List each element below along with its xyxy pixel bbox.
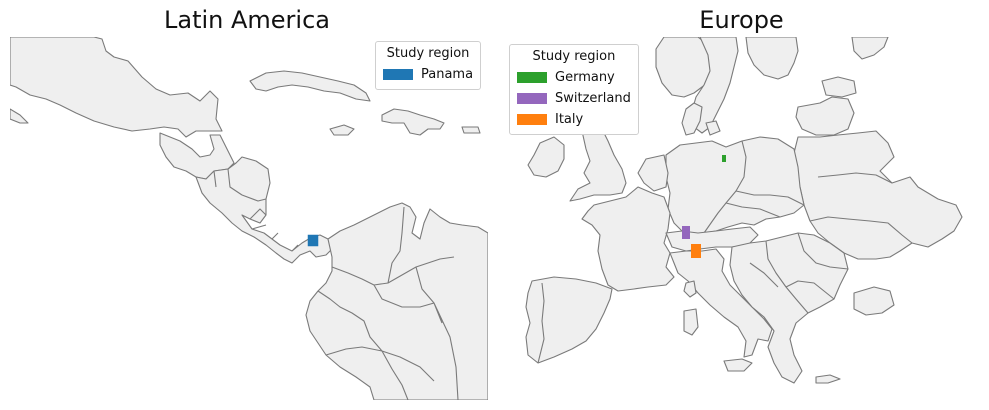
landmass-sicily xyxy=(723,358,753,372)
landmass-balkans xyxy=(729,232,849,384)
legend-latin-america: Study region Panama xyxy=(375,41,482,90)
landmass-great-britain xyxy=(569,122,627,202)
legend-swatch-panama xyxy=(383,69,413,80)
legend-title: Study region xyxy=(386,46,470,61)
country-borders-south-america xyxy=(317,206,459,400)
landmass-iberia xyxy=(525,276,613,364)
landmass-corsica xyxy=(683,280,697,298)
legend-label-germany: Germany xyxy=(555,70,615,85)
landmass-denmark xyxy=(681,102,721,136)
legend-swatch-germany xyxy=(517,72,547,83)
legend-entry-italy: Italy xyxy=(517,109,631,130)
landmass-france xyxy=(581,186,675,292)
map-panel-europe: Europe xyxy=(494,0,989,410)
study-region-switzerland xyxy=(682,226,690,239)
landmass-hispaniola xyxy=(381,108,445,136)
panel-title: Europe xyxy=(699,6,784,34)
legend-entry-panama: Panama xyxy=(383,64,473,85)
landmass-central-europe xyxy=(665,136,805,234)
map-latin-america-svg xyxy=(10,37,488,400)
map-europe-svg xyxy=(525,37,963,384)
landmass-puerto-rico xyxy=(461,126,481,134)
country-borders-central-america xyxy=(213,168,299,252)
study-region-italy xyxy=(691,244,701,258)
landmass-benelux xyxy=(637,154,669,192)
country-borders-balkans xyxy=(749,232,849,314)
legend-label-panama: Panama xyxy=(421,67,474,82)
landmass-finland xyxy=(745,37,799,80)
map-europe xyxy=(498,37,978,400)
landmass-sweden xyxy=(691,37,739,134)
legend-europe: Study region Germany Switzerland Italy xyxy=(509,44,639,135)
study-region-panama xyxy=(307,234,319,247)
legend-label-italy: Italy xyxy=(555,112,584,127)
panel-title: Latin America xyxy=(164,6,330,34)
country-borders-eastern-europe xyxy=(809,172,913,244)
legend-title: Study region xyxy=(532,49,616,64)
study-region-germany xyxy=(722,155,726,162)
landmass-anatolia xyxy=(853,286,895,316)
map-latin-america xyxy=(10,37,488,400)
legend-swatch-switzerland xyxy=(517,93,547,104)
legend-label-switzerland: Switzerland xyxy=(555,91,631,106)
landmass-ireland xyxy=(527,136,565,178)
landmass-baltics xyxy=(795,76,857,136)
country-border-portugal xyxy=(537,282,545,364)
landmass-south-america xyxy=(305,202,488,400)
landmass-central-america xyxy=(195,156,333,264)
landmass-mexico xyxy=(159,132,235,180)
landmass-cuba xyxy=(249,70,371,102)
landmass-italy xyxy=(669,248,773,358)
landmass-sardinia xyxy=(683,308,699,336)
legend-swatch-italy xyxy=(517,114,547,125)
legend-entry-germany: Germany xyxy=(517,67,631,88)
map-panel-latin-america: Latin America xyxy=(0,0,494,410)
landmass-north-america xyxy=(10,37,223,138)
landmass-jamaica xyxy=(329,124,355,136)
landmass-norway-north xyxy=(851,37,889,60)
legend-entry-switzerland: Switzerland xyxy=(517,88,631,109)
landmass-crete xyxy=(815,374,841,384)
country-borders-central-europe xyxy=(703,140,805,234)
landmass-baja xyxy=(10,108,29,124)
